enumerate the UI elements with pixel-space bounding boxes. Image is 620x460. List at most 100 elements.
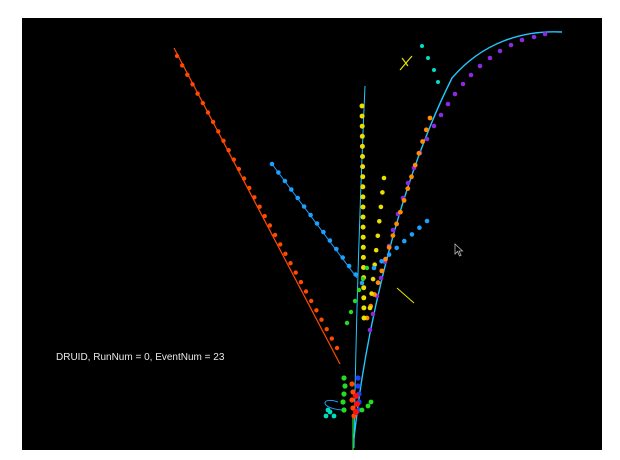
track-hits (174, 31, 548, 419)
vertex-hit (340, 399, 346, 405)
track-hit (269, 161, 275, 167)
event-display-viewport[interactable]: DRUID, RunNum = 0, EventNum = 23 (22, 18, 602, 450)
track-hit (379, 259, 384, 264)
track-hit (377, 219, 382, 224)
track-hit (381, 175, 387, 181)
track-fit-line (353, 31, 563, 439)
mouse-pointer-icon (454, 243, 464, 257)
track-hit (252, 195, 257, 200)
track-fragment (399, 55, 413, 71)
vertex-hit (355, 375, 361, 381)
track-hit (452, 91, 458, 97)
track-hit (477, 63, 483, 69)
track-hit (519, 37, 525, 43)
vertex-hit (354, 401, 360, 407)
track-hit (356, 287, 362, 293)
vertex-hit (341, 407, 347, 413)
track-hit (344, 320, 350, 326)
track-hit (468, 72, 474, 78)
vertex-hit (342, 383, 348, 389)
track-hit (361, 305, 367, 311)
track-hit (324, 327, 329, 332)
track-hit (360, 234, 366, 240)
track-hit (378, 275, 384, 281)
track-hit (445, 101, 451, 107)
track-hit (424, 136, 430, 142)
track-hit (386, 245, 392, 250)
track-hit (497, 48, 503, 54)
track-hit (314, 221, 320, 226)
track-hit (364, 265, 370, 271)
vertex-hit (368, 399, 374, 405)
vertex-hit (341, 375, 347, 381)
track-hit (298, 279, 304, 285)
track-hit (375, 280, 381, 286)
track-hit (390, 233, 396, 239)
track-hit (334, 345, 340, 351)
track-hit (360, 194, 366, 200)
track-hit (405, 186, 411, 192)
vertex-hit (341, 391, 347, 397)
track-hit (360, 184, 366, 190)
track-hit (272, 232, 278, 238)
track-hit (361, 285, 367, 291)
track-hit (360, 244, 366, 250)
vertex-hit (323, 413, 329, 419)
track-hit (424, 218, 430, 224)
track-hit (319, 317, 324, 322)
track-hit (262, 213, 267, 219)
track-hit (352, 298, 358, 304)
track-hit (398, 209, 403, 215)
track-hit (267, 223, 273, 228)
track-hit (394, 221, 399, 227)
track-hit (190, 82, 195, 87)
track-hit (417, 225, 422, 230)
track-hit (416, 150, 422, 156)
track-hit (460, 81, 466, 87)
track-hit (409, 232, 415, 237)
track-hit (380, 190, 385, 195)
track-hit (360, 164, 366, 170)
track-hit (241, 176, 247, 181)
track-hit (278, 242, 283, 247)
track-hit (420, 139, 425, 144)
track-hit (174, 53, 180, 59)
track-hit (231, 157, 236, 162)
track-hit (359, 133, 365, 139)
track-hit (276, 170, 281, 175)
vertex-hit (359, 407, 365, 413)
track-hit (423, 127, 429, 133)
track-hit (329, 336, 334, 341)
track-hit (327, 238, 333, 243)
track-hit (195, 91, 200, 96)
track-hit (236, 166, 242, 172)
track-fit-line (173, 47, 341, 365)
track-hit (508, 42, 514, 48)
track-hit (360, 214, 366, 220)
vertex-hit (325, 407, 331, 413)
track-hit (321, 229, 326, 235)
event-display-canvas (173, 31, 563, 450)
track-hit (426, 56, 430, 60)
track-hit (394, 245, 400, 251)
track-hit (334, 246, 339, 252)
track-hit (353, 272, 358, 277)
track-hit (436, 80, 440, 84)
track-fragment (396, 287, 415, 304)
vertex-hit (331, 413, 337, 419)
track-hit (221, 138, 226, 143)
track-hit (412, 162, 418, 168)
track-hit (210, 119, 216, 125)
track-hit (247, 185, 252, 191)
track-hit (432, 68, 436, 72)
track-hit (375, 233, 381, 239)
track-hit (360, 276, 366, 282)
track-hit (314, 308, 319, 313)
track-hit (378, 204, 384, 210)
track-hit (283, 251, 288, 256)
track-hit (293, 270, 298, 275)
track-hit (379, 268, 385, 274)
track-hit (295, 195, 301, 201)
track-hit (309, 298, 314, 304)
vertex-hit (350, 405, 356, 411)
